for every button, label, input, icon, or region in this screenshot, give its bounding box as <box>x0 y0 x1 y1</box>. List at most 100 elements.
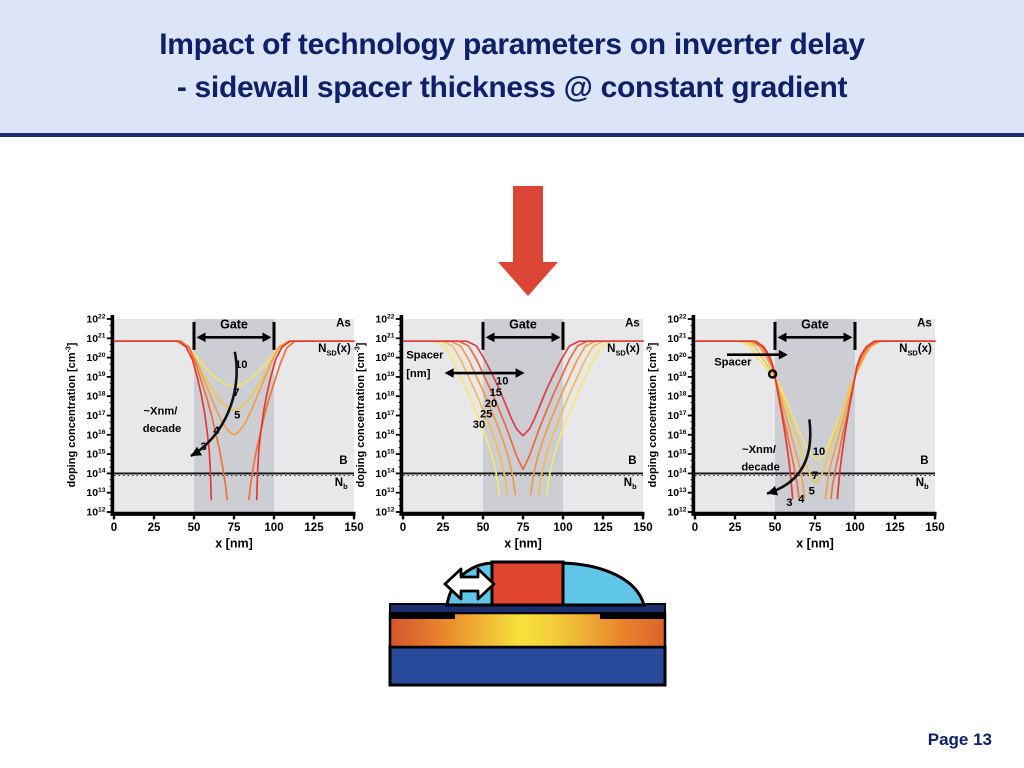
spacer-width-arrow-icon <box>443 567 496 601</box>
annotation-text: 30 <box>473 419 485 431</box>
y-tick-label: 1018 <box>375 391 394 403</box>
curve-label: B <box>339 455 347 467</box>
annotation-text: ~Xnm/ <box>742 444 776 456</box>
gate-label: Gate <box>509 318 537 332</box>
pinned-point-marker <box>767 369 778 379</box>
annotation-text: 3 <box>786 497 792 509</box>
gate-label: Gate <box>801 318 829 332</box>
mosfet-cross-section <box>388 560 667 687</box>
y-tick-label: 1017 <box>667 410 686 422</box>
annotation-text: 4 <box>798 493 805 505</box>
curve-label: As <box>917 317 932 329</box>
annotation-text: decade <box>741 462 780 474</box>
annotation-text: [nm] <box>406 368 431 380</box>
y-tick-label: 1012 <box>86 506 105 518</box>
contact-bar-right <box>600 613 665 619</box>
hdouble-arrow <box>444 368 525 378</box>
y-tick-label: 1014 <box>86 468 105 480</box>
y-tick-label: 1012 <box>375 506 394 518</box>
annotation-text: 7 <box>233 387 239 399</box>
y-tick-label: 1016 <box>86 429 105 441</box>
y-tick-label: 1021 <box>375 333 394 345</box>
y-axis-title: doping concentration [cm-3] <box>355 342 367 487</box>
gate-annotation: Gate <box>481 318 565 350</box>
spacer-right <box>561 561 646 607</box>
x-tick-label: 50 <box>477 522 490 534</box>
curve-label: NSD(x) <box>899 343 932 357</box>
x-tick-label: 75 <box>809 522 822 534</box>
x-tick-label: 50 <box>769 522 782 534</box>
y-tick-label: 1014 <box>667 468 686 480</box>
series-20 <box>402 340 644 496</box>
gate-label: Gate <box>220 318 248 332</box>
x-axis-title: x [nm] <box>504 537 542 551</box>
gate-region-band <box>483 319 563 512</box>
y-tick-label: 1020 <box>375 352 394 364</box>
annotation-text: 25 <box>480 408 492 420</box>
series-30 <box>402 340 644 496</box>
down-arrow-icon <box>498 186 558 296</box>
y-tick-label: 1019 <box>667 371 686 383</box>
x-tick-label: 0 <box>400 522 406 534</box>
y-tick-label: 1019 <box>86 371 105 383</box>
annotation-text: 5 <box>809 486 815 498</box>
doping-profile-chart-gradient: Gate AsNSD(x)BNb~Xnm/decade10754310121013… <box>66 313 364 551</box>
annotation-text: 15 <box>490 387 502 399</box>
y-tick-label: 1013 <box>375 487 394 499</box>
curve-label: As <box>625 317 640 329</box>
x-tick-label: 150 <box>633 522 652 534</box>
annotation-text: 5 <box>234 409 240 421</box>
gate-annotation: Gate <box>773 318 857 350</box>
y-tick-label: 1016 <box>667 429 686 441</box>
x-tick-label: 75 <box>228 522 241 534</box>
curve-arrow <box>766 419 812 496</box>
x-tick-label: 150 <box>925 522 944 534</box>
y-tick-label: 1013 <box>86 487 105 499</box>
doping-profile-chart-spacer: Gate AsNSD(x)BNbSpacer[nm]101520253010121… <box>355 313 653 551</box>
x-tick-label: 0 <box>111 522 117 534</box>
x-tick-label: 100 <box>845 522 864 534</box>
doping-profile-chart-spacer-gradient: Gate AsNSD(x)BNbSpacer~Xnm/decade10754310… <box>647 313 945 550</box>
slide-title-line2: - sidewall spacer thickness @ constant g… <box>176 70 848 104</box>
x-tick-label: 100 <box>264 522 283 534</box>
y-tick-label: 1022 <box>667 313 686 325</box>
y-tick-label: 1021 <box>667 333 686 345</box>
x-tick-label: 50 <box>188 522 201 534</box>
x-tick-label: 125 <box>304 522 324 534</box>
x-tick-label: 100 <box>553 522 572 534</box>
curve-label: NSD(x) <box>318 343 351 357</box>
y-tick-label: 1015 <box>375 448 394 460</box>
curve-label: NSD(x) <box>607 343 640 357</box>
curve-label: Nb <box>624 477 637 491</box>
y-tick-label: 1018 <box>86 391 105 403</box>
annotation-text: decade <box>143 423 182 435</box>
x-tick-label: 75 <box>517 522 530 534</box>
annotation-text: 7 <box>812 470 818 482</box>
y-tick-label: 1021 <box>86 333 105 345</box>
x-tick-label: 125 <box>593 522 613 534</box>
y-tick-label: 1020 <box>86 352 105 364</box>
y-tick-label: 1013 <box>667 487 686 499</box>
annotation-text: ~Xnm/ <box>143 406 177 418</box>
y-tick-label: 1019 <box>375 371 394 383</box>
x-tick-label: 25 <box>148 522 161 534</box>
gate-electrode <box>490 560 565 607</box>
hsingle-arrow <box>727 349 788 360</box>
y-tick-label: 1017 <box>86 410 105 422</box>
annotation-text: 10 <box>496 376 508 388</box>
curve-arrow <box>190 351 238 458</box>
contact-bar-left <box>390 613 455 619</box>
substrate <box>388 645 667 687</box>
x-tick-label: 125 <box>885 522 905 534</box>
series-3 <box>113 340 355 501</box>
series-15 <box>402 340 644 471</box>
x-axis-title: x [nm] <box>215 537 253 551</box>
y-tick-label: 1015 <box>86 448 105 460</box>
annotation-text: 10 <box>813 446 825 458</box>
y-axis-title: doping concentration [cm-3] <box>647 342 659 487</box>
y-tick-label: 1017 <box>375 410 394 422</box>
y-tick-label: 1022 <box>375 313 394 325</box>
curve-label: B <box>920 455 928 467</box>
slide-title-line1: Impact of technology parameters on inver… <box>159 27 865 61</box>
